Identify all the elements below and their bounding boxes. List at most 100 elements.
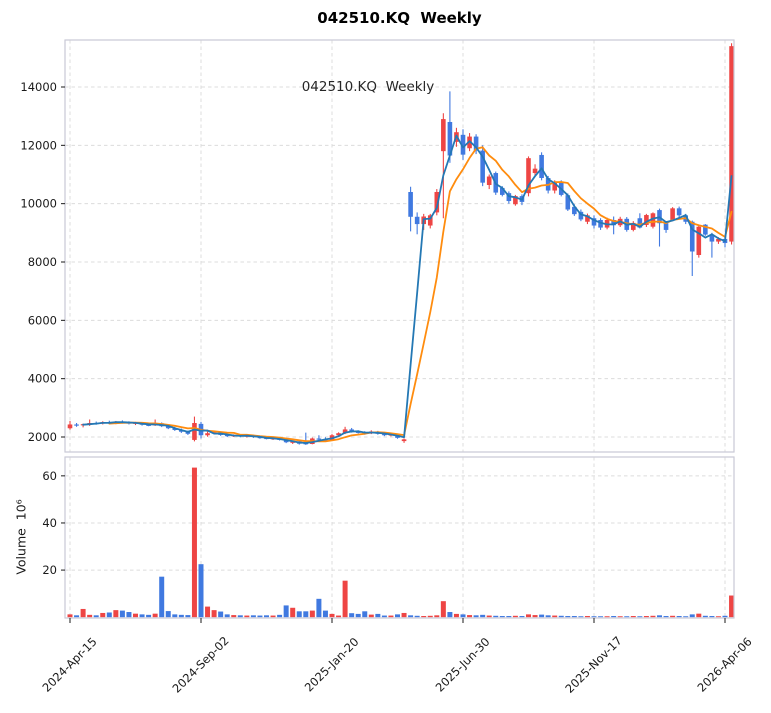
volume-bar [368, 614, 374, 618]
candle-up [585, 215, 590, 222]
volume-bar [683, 616, 689, 618]
candle-up [441, 119, 446, 152]
candle-up [467, 136, 472, 149]
volume-bar [722, 615, 728, 618]
candle-down [611, 219, 616, 226]
candle-down [598, 219, 603, 228]
candle-up [67, 424, 73, 429]
candle-up [427, 215, 433, 226]
volume-bar [388, 615, 394, 618]
volume-bar [342, 580, 348, 618]
candle-down [591, 218, 597, 226]
volume-bar [729, 595, 735, 618]
candle-down [447, 121, 453, 156]
volume-bar [152, 613, 158, 618]
price-plot-border [64, 39, 735, 453]
candle-up [434, 191, 440, 213]
volume-bars [67, 467, 735, 618]
volume-bar [486, 615, 492, 618]
date-tick-label: 2025-Jan-20 [302, 635, 362, 695]
volume-bar [526, 614, 531, 618]
volume-bar [676, 616, 682, 618]
volume-bar [702, 615, 708, 618]
volume-bar [539, 614, 545, 618]
volume-bar [532, 615, 538, 618]
volume-bar [480, 614, 486, 618]
volume-bar [408, 615, 414, 618]
volume-bar [460, 614, 466, 618]
volume-bar [100, 612, 106, 618]
volume-bar [611, 616, 617, 618]
candle-down [382, 433, 387, 436]
volume-bar [637, 616, 643, 618]
candle-down [316, 438, 322, 440]
volume-bar [277, 614, 283, 618]
date-tick-label: 2025-Nov-17 [562, 633, 624, 695]
volume-bar [290, 607, 296, 618]
volume-bar [624, 616, 630, 618]
candle-down [578, 211, 584, 220]
volume-bar [565, 616, 571, 618]
volume-bar [126, 612, 132, 618]
volume-bar [670, 615, 676, 618]
candle-down [637, 218, 643, 228]
volume-bar [329, 613, 335, 618]
date-tick-label: 2024-Apr-15 [40, 635, 100, 695]
volume-bar [309, 610, 315, 618]
volume-bar [93, 615, 99, 618]
volume-bar [375, 613, 381, 618]
volume-bar [696, 613, 702, 618]
volume-bar [715, 616, 721, 618]
candle-down [355, 431, 361, 433]
volume-bar [578, 616, 584, 618]
volume-bar [558, 615, 564, 618]
volume-bar [434, 615, 440, 618]
volume-bar [617, 616, 623, 618]
candle-down [703, 224, 708, 235]
candle-down [414, 216, 420, 225]
volume-bar [355, 613, 361, 618]
volume-bar [67, 614, 73, 618]
volume-bar [447, 612, 453, 618]
volume-bar [185, 615, 191, 618]
candle-down [565, 195, 571, 210]
spines [64, 39, 735, 619]
volume-bar [139, 614, 145, 618]
candle-up [401, 439, 407, 442]
volume-bar [303, 611, 309, 618]
volume-bar [657, 615, 662, 618]
volume-bar [159, 576, 165, 618]
volume-bar [191, 467, 197, 618]
volume-bar [113, 610, 119, 618]
volume-bar [650, 615, 656, 618]
volume-bar [87, 614, 93, 618]
volume-bar [349, 613, 355, 618]
gridlines [65, 40, 734, 618]
volume-bar [257, 615, 263, 618]
volume-bar [401, 612, 407, 618]
candle-down [480, 150, 485, 183]
volume-bar [709, 616, 715, 618]
volume-axis-label: Volume 10⁶ [13, 499, 29, 575]
volume-bar [218, 611, 224, 618]
volume-tick-label: 40 [42, 516, 57, 530]
volume-bar [270, 615, 276, 618]
candle-down [539, 154, 544, 178]
volume-bar [362, 611, 368, 618]
date-tick-label: 2026-Apr-06 [695, 635, 755, 695]
volume-bar [296, 611, 302, 618]
volume-bar [591, 616, 597, 618]
volume-bar [264, 615, 269, 618]
volume-bar [584, 616, 590, 618]
volume-bar [604, 616, 610, 618]
candle-up [696, 226, 702, 255]
chart-inner-label: 042510.KQ Weekly [301, 79, 435, 95]
candle-up [205, 433, 210, 436]
volume-bar [316, 598, 322, 618]
candle-up [644, 215, 649, 225]
volume-bar [106, 612, 112, 618]
date-tick-label: 2024-Sep-02 [170, 634, 232, 696]
candles [67, 43, 734, 445]
